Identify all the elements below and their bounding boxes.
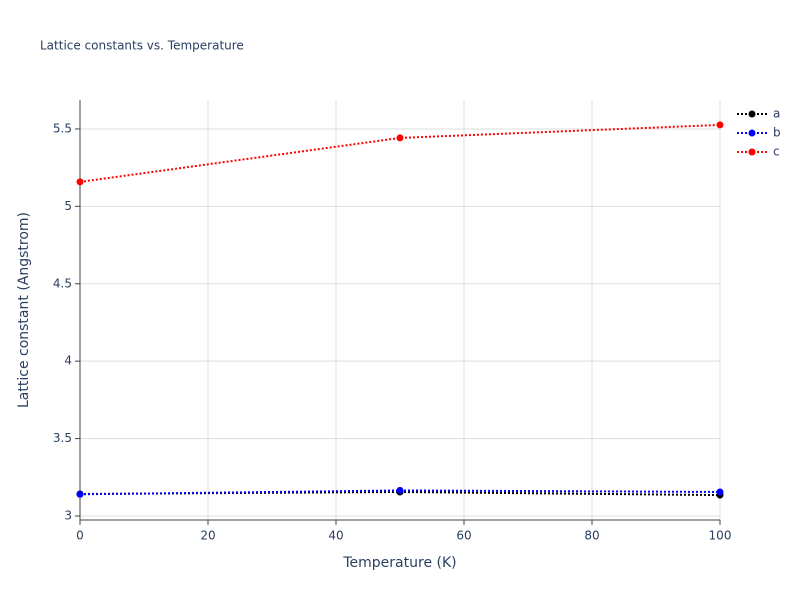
chart-title: Lattice constants vs. Temperature: [40, 39, 244, 53]
x-tick-label: 80: [584, 529, 599, 543]
y-tick-label: 3.5: [53, 431, 72, 445]
x-tick-label: 100: [709, 529, 732, 543]
y-axis-label: Lattice constant (Angstrom): [16, 212, 32, 408]
legend-label: c: [773, 145, 780, 159]
series-line: [79, 123, 721, 183]
x-tick-label: 40: [328, 529, 343, 543]
point: [396, 486, 404, 494]
y-tick-label: 4: [64, 354, 72, 368]
point: [76, 178, 84, 186]
point: [396, 134, 404, 142]
y-tick-label: 4.5: [53, 276, 72, 290]
point: [76, 490, 84, 498]
y-tick-label: 3: [64, 508, 72, 522]
legend-marker: [748, 148, 756, 156]
point: [716, 121, 724, 129]
legend-label: b: [773, 126, 781, 140]
legend-label: a: [773, 107, 780, 121]
x-axis-label: Temperature (K): [342, 555, 456, 571]
y-tick-label: 5.5: [53, 121, 72, 135]
x-tick-label: 60: [456, 529, 471, 543]
legend-marker: [748, 110, 756, 118]
y-tick-label: 5: [64, 199, 72, 213]
x-tick-label: 20: [200, 529, 215, 543]
point: [716, 488, 724, 496]
x-tick-label: 0: [76, 529, 84, 543]
legend-marker: [748, 129, 756, 137]
